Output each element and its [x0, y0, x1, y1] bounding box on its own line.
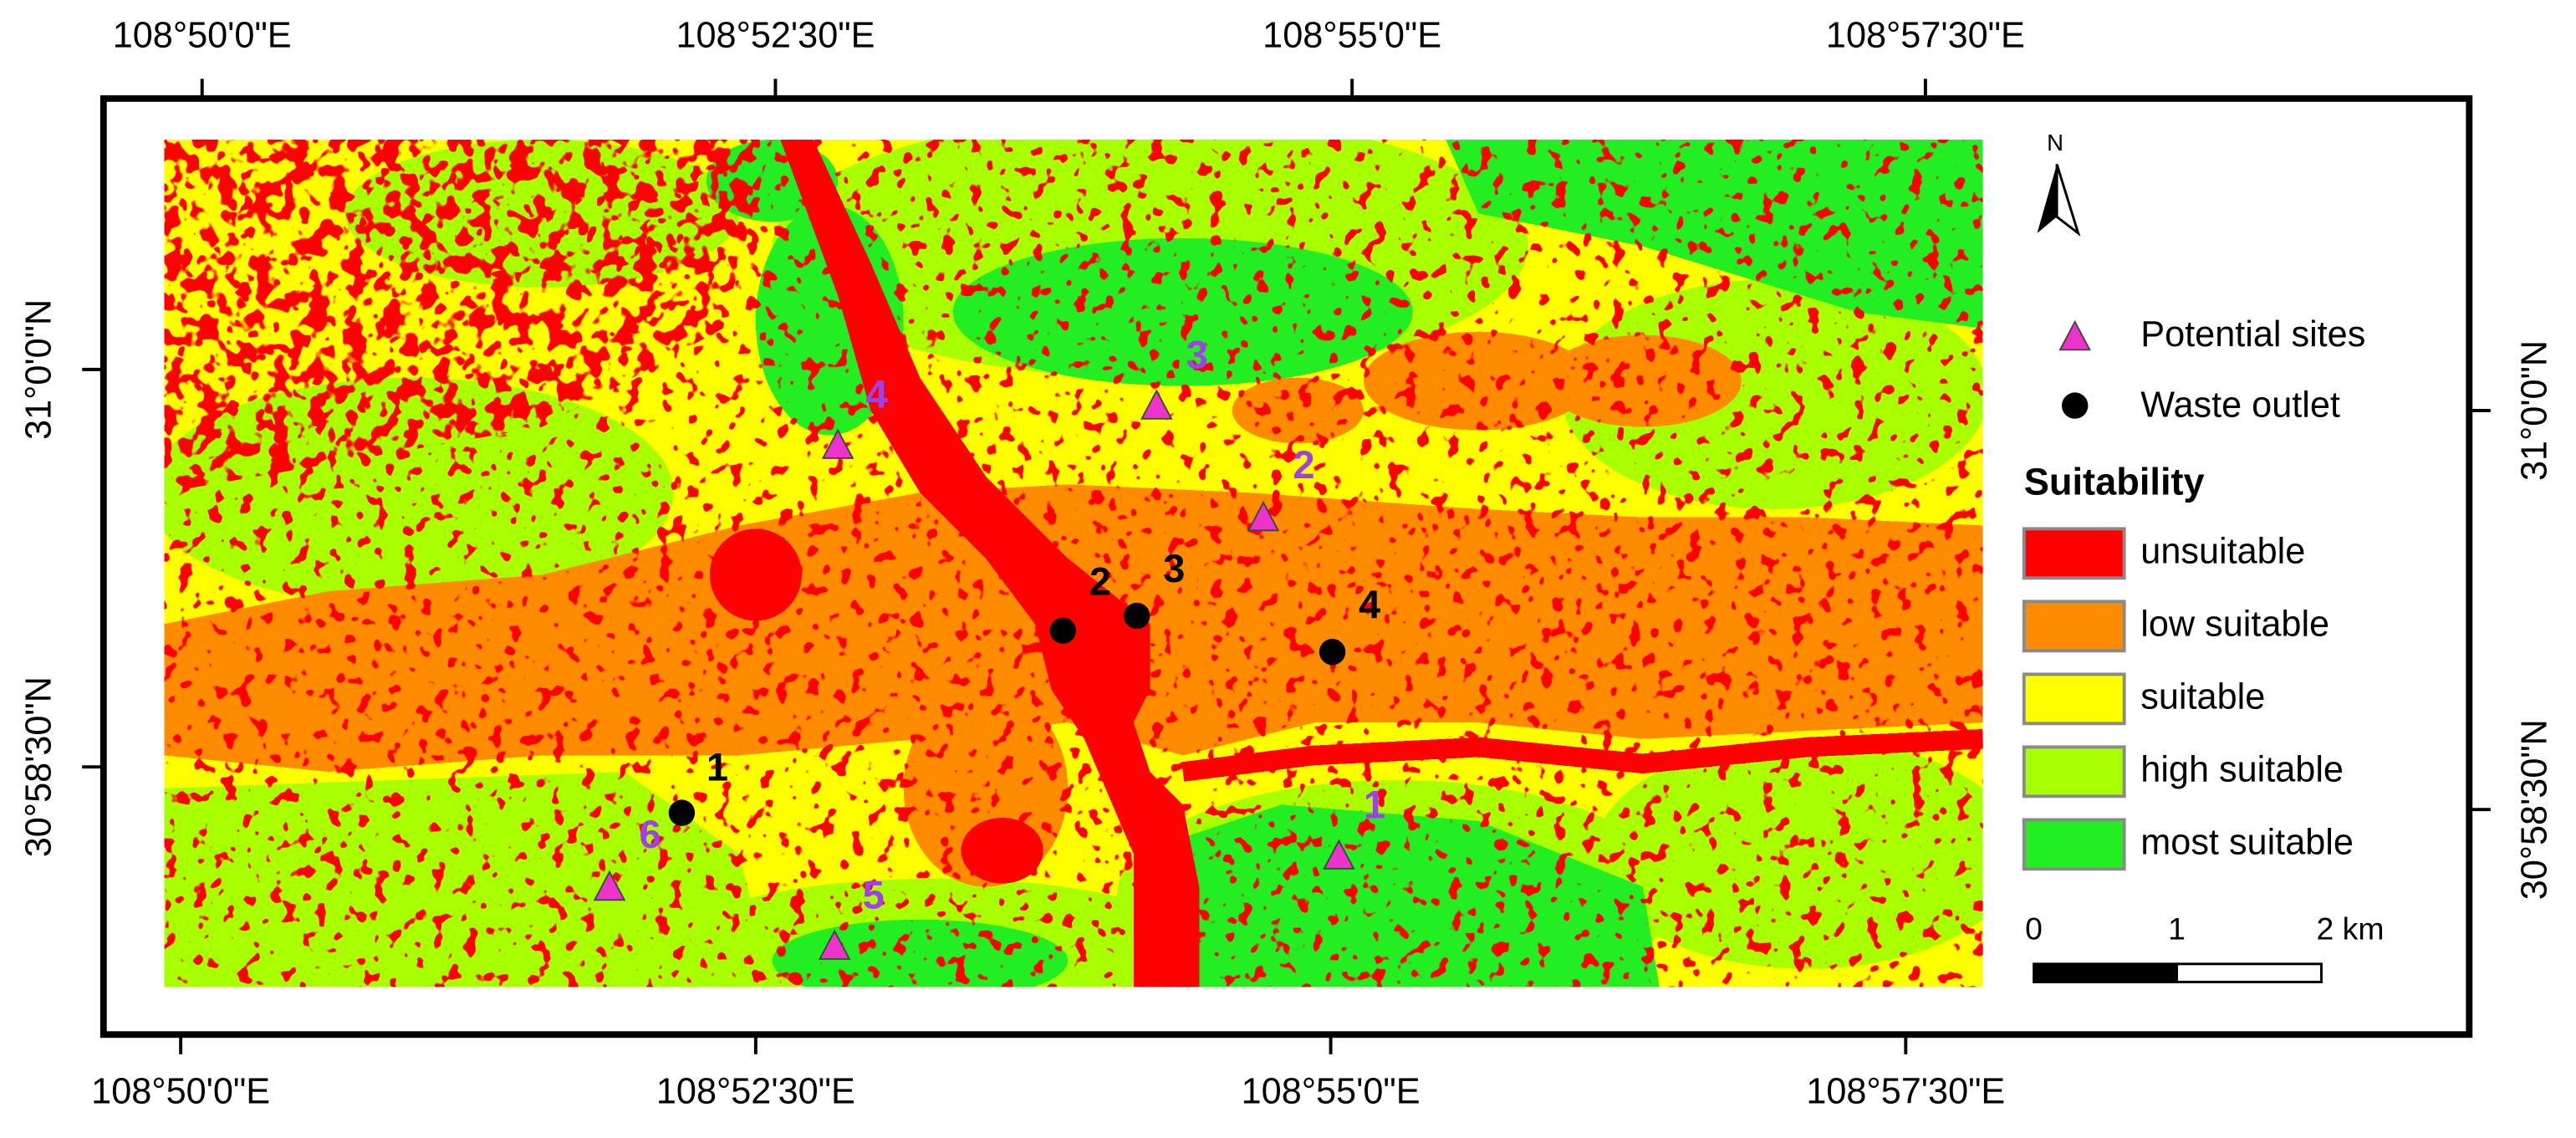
legend-swatch	[2022, 818, 2126, 871]
scale-bar: 0 1 2 km	[2025, 911, 2385, 983]
site-marker	[821, 428, 854, 459]
scale-label: 2 km	[2317, 911, 2385, 946]
longitude-label: 108°57'30"E	[1826, 16, 2025, 56]
longitude-label: 108°55'0"E	[1242, 1071, 1421, 1111]
longitude-label: 108°57'30"E	[1806, 1071, 2005, 1111]
raster-patch	[961, 818, 1043, 884]
north-label: N	[2047, 130, 2063, 156]
longitude-label: 108°52'30"E	[656, 1071, 855, 1111]
legend-label: suitable	[2140, 676, 2265, 717]
outlet-marker	[1319, 638, 1346, 666]
outlet-label: 1	[706, 745, 728, 789]
site-label: 5	[863, 873, 885, 917]
legend-outlet-marker	[2061, 392, 2089, 419]
outlet-label: 3	[1163, 546, 1185, 590]
site-label: 3	[1186, 333, 1208, 377]
raster-patch: unsuitable low suitable suitable high suita…	[2022, 527, 2354, 871]
legend-label: high suitable	[2140, 749, 2344, 789]
legend-swatch	[2022, 672, 2126, 726]
outlet-label: 4	[1359, 582, 1380, 626]
potential-sites: 1 2 3 4 5 6	[593, 333, 1385, 960]
legend-title: Suitability	[2024, 460, 2205, 503]
waste-outlets: 1 2 3 4	[668, 546, 1380, 826]
scale-segment	[2033, 962, 2178, 983]
north-arrow	[2055, 163, 2081, 237]
legend-swatch	[2022, 527, 2126, 580]
latitude-label: 31°0'0"N	[2514, 340, 2554, 481]
site-marker	[1323, 839, 1355, 870]
site-label: 2	[1293, 442, 1314, 487]
scale-segment	[2176, 962, 2323, 983]
longitude-label: 108°52'30"E	[676, 16, 875, 56]
legend-label: low suitable	[2140, 604, 2329, 644]
legend-swatch	[2022, 600, 2126, 653]
latitude-label: 30°58'30"N	[2514, 719, 2554, 900]
longitude-label: 108°50'0"E	[91, 1071, 270, 1111]
north-arrow	[2037, 164, 2058, 233]
site-label: 6	[639, 812, 661, 856]
graticule-ticks	[82, 79, 2491, 1054]
site-marker	[1247, 500, 1280, 532]
site-label: 4	[866, 372, 888, 416]
legend-swatch	[2022, 745, 2126, 799]
latitude-label: 31°0'0"N	[19, 299, 59, 440]
raster-patch	[780, 139, 1200, 987]
legend-site-marker	[2058, 319, 2092, 351]
scale-label: 1	[2168, 911, 2186, 946]
legend: N Potential sites Waste outlet Suitabili…	[2022, 130, 2365, 871]
outlet-label: 2	[1089, 559, 1111, 604]
latitude-label: 30°58'30"N	[19, 676, 59, 857]
site-marker	[1140, 389, 1173, 420]
map-frame	[99, 94, 2473, 1038]
site-marker	[593, 870, 626, 901]
legend-label: unsuitable	[2140, 531, 2305, 571]
legend-label: Potential sites	[2140, 314, 2365, 355]
scale-label: 0	[2025, 911, 2043, 946]
longitude-label: 108°55'0"E	[1262, 16, 1441, 56]
outlet-marker	[668, 799, 696, 826]
suitability-raster	[164, 139, 1983, 987]
site-marker	[818, 929, 851, 960]
longitude-label: 108°50'0"E	[113, 16, 292, 56]
outlet-marker	[1049, 617, 1077, 644]
raster-patch	[1181, 728, 1983, 782]
outlet-marker	[1124, 602, 1150, 630]
legend-label: Waste outlet	[2140, 385, 2340, 425]
site-label: 1	[1364, 783, 1385, 827]
legend-label: most suitable	[2140, 822, 2354, 862]
raster-patch	[709, 528, 802, 621]
